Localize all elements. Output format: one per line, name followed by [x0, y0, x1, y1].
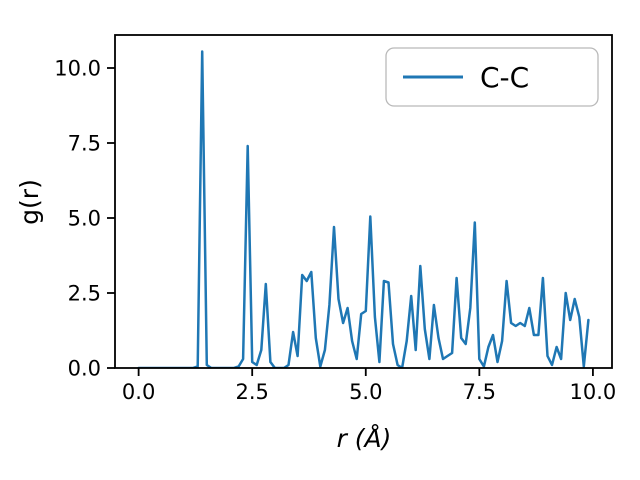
plot-area: 0.0 2.5 5.0 7.5 10.0 0.0 2.5 5.0 7.5 10.0 — [54, 34, 617, 404]
x-axis-tick-label: 5.0 — [349, 380, 382, 404]
x-axis-tick-label: 10.0 — [570, 380, 617, 404]
y-axis-label: g(r) — [15, 179, 44, 225]
x-axis-tick-label: 2.5 — [235, 380, 268, 404]
legend-label: C-C — [480, 61, 529, 94]
x-axis-tick-label: 7.5 — [463, 380, 496, 404]
y-axis-tick-label: 5.0 — [68, 207, 101, 231]
series-group — [137, 50, 590, 368]
y-axis-tick-label: 10.0 — [54, 57, 101, 81]
y-axis-tick-label: 2.5 — [68, 282, 101, 306]
legend-frame — [385, 47, 599, 107]
x-axis-tick-label: 0.0 — [122, 380, 155, 404]
x-axis-label: r (Å) — [337, 424, 392, 453]
axes-spines — [114, 34, 613, 369]
plot-line-c-c — [137, 50, 590, 368]
y-axis-tick-label: 0.0 — [68, 357, 101, 381]
legend: C-C — [385, 47, 599, 107]
y-axis-tick-label: 7.5 — [68, 132, 101, 156]
